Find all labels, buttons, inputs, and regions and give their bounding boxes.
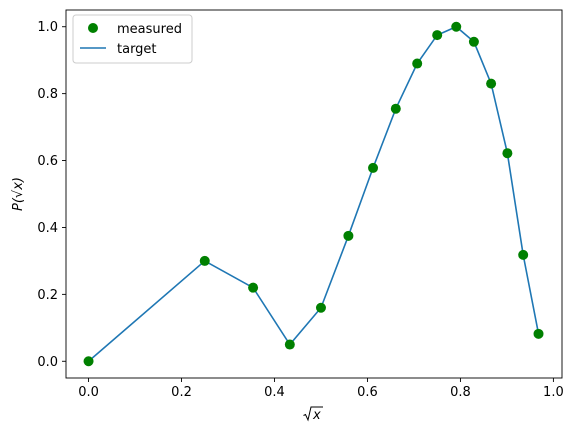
measured-point: [199, 255, 210, 266]
measured-point: [315, 302, 326, 313]
x-tick-label: 0.0: [78, 385, 99, 400]
plot-area: [83, 21, 544, 367]
legend-marker-measured: [88, 23, 98, 33]
x-tick-label: 0.6: [357, 385, 378, 400]
target-line-series: [88, 25, 540, 362]
y-axis-ticks: 0.0 0.2 0.4 0.6 0.8 1.0: [37, 20, 66, 370]
target-line: [88, 25, 540, 362]
measured-point: [432, 30, 443, 41]
measured-point: [248, 282, 259, 293]
y-tick-label: 0.2: [37, 288, 58, 303]
y-axis-label: P(√x): [11, 177, 26, 211]
measured-point: [390, 103, 401, 114]
y-tick-label: 1.0: [37, 20, 58, 35]
measured-point: [486, 78, 497, 89]
y-tick-label: 0.4: [37, 221, 58, 236]
x-axis-label: x: [303, 406, 323, 423]
x-tick-label: 0.8: [450, 385, 471, 400]
measured-point: [518, 249, 529, 260]
measured-point: [284, 339, 295, 350]
measured-point: [502, 148, 513, 159]
measured-point: [468, 36, 479, 47]
measured-point: [451, 21, 462, 32]
x-axis-label-var: x: [312, 408, 321, 423]
measured-point: [368, 162, 379, 173]
measured-point: [412, 58, 423, 69]
measured-point: [533, 328, 544, 339]
legend-label-measured: measured: [117, 22, 182, 37]
x-axis-ticks: 0.0 0.2 0.4 0.6 0.8 1.0: [78, 378, 564, 400]
x-tick-label: 0.2: [171, 385, 192, 400]
x-axis-label-radical: [303, 406, 323, 422]
x-tick-label: 1.0: [543, 385, 564, 400]
y-tick-label: 0.0: [37, 355, 58, 370]
y-tick-label: 0.6: [37, 154, 58, 169]
legend: measured target: [72, 14, 193, 64]
legend-box: [72, 14, 193, 64]
measured-point: [83, 356, 94, 367]
measured-point: [343, 230, 354, 241]
axes-frame: [65, 9, 563, 379]
measured-scatter-series: [83, 21, 544, 367]
x-tick-label: 0.4: [264, 385, 285, 400]
legend-label-target: target: [117, 42, 157, 57]
y-tick-label: 0.8: [37, 87, 58, 102]
